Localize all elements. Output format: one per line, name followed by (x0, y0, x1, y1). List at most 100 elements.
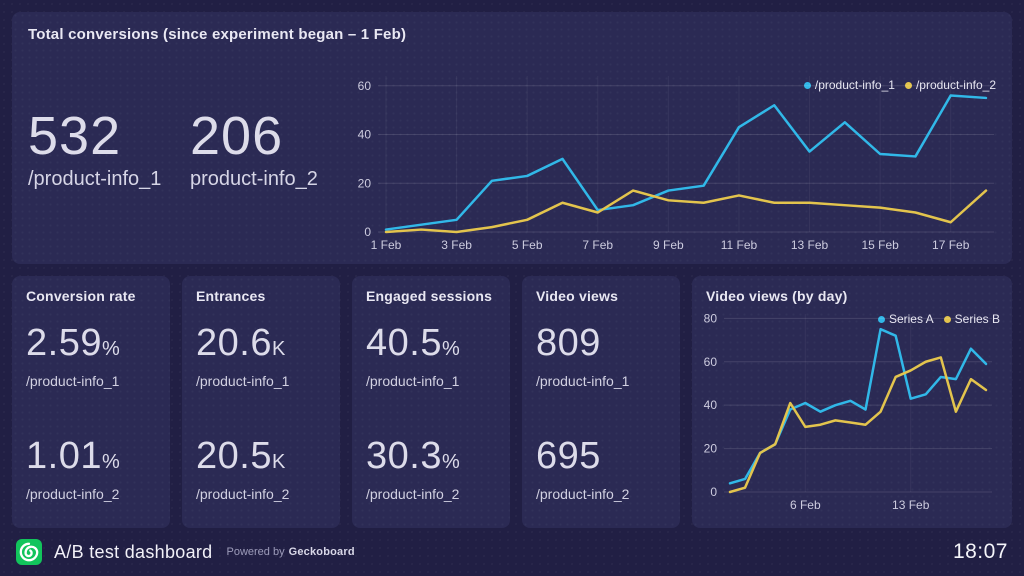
legend-label: Series A (888, 312, 934, 326)
stat-product-info-2: 695 /product-info_2 (536, 435, 629, 502)
stat-suffix: % (101, 338, 120, 360)
stat-label: /product-info_1 (26, 373, 120, 389)
y-axis-tick-label: 80 (704, 311, 718, 325)
total-conversions-panel: Total conversions (since experiment bega… (12, 12, 1012, 264)
x-axis-tick-label: 11 Feb (721, 238, 758, 252)
engaged-sessions-panel: Engaged sessions 40.5% /product-info_1 3… (352, 276, 510, 528)
legend-item: Series A (877, 312, 934, 326)
series-dot-icon (877, 315, 885, 323)
legend-label: /product-info_2 (915, 78, 996, 92)
stat-product-info-2: 206 product-info_2 (190, 108, 318, 191)
stat-product-info-1: 809 /product-info_1 (536, 322, 629, 389)
x-axis-tick-label: 15 Feb (861, 238, 899, 252)
stat-value: 809 (536, 322, 629, 370)
legend-label: Series B (954, 312, 1000, 326)
panel-title: Engaged sessions (366, 288, 493, 304)
chart-legend: Series A Series B (877, 312, 1000, 326)
panel-title: Entrances (196, 288, 266, 304)
stat-product-info-2: 1.01% /product-info_2 (26, 435, 120, 502)
stat-number: 695 (536, 435, 601, 477)
stat-product-info-1: 20.6K /product-info_1 (196, 322, 289, 389)
x-axis-tick-label: 13 Feb (791, 238, 829, 252)
stat-value: 30.3% (366, 435, 460, 483)
series-line-Series-A (728, 327, 988, 485)
series-line-product-info_1 (384, 94, 988, 231)
stat-value: 695 (536, 435, 629, 483)
stat-label: /product-info_2 (196, 486, 290, 502)
stat-label: /product-info_1 (28, 168, 162, 190)
stat-value: 1.01% (26, 435, 120, 483)
y-axis-tick-label: 40 (358, 128, 372, 142)
video-views-by-day-panel: Video views (by day) Series A Series B 6 … (692, 276, 1012, 528)
y-axis-tick-label: 40 (704, 398, 718, 412)
stat-label: /product-info_2 (366, 486, 460, 502)
stat-product-info-2: 30.3% /product-info_2 (366, 435, 460, 502)
powered-by-label: Powered by (226, 546, 285, 558)
dashboard-title: A/B test dashboard (54, 541, 213, 562)
geckoboard-logo-icon (16, 539, 42, 565)
video-views-by-day-chart: 6 Feb 13 Feb 0 20 40 60 80 (704, 311, 992, 512)
x-axis-tick-label: 1 Feb (371, 238, 402, 252)
series-dot-icon (803, 81, 811, 89)
stat-value: 206 (190, 106, 284, 166)
chart-legend: /product-info_1/product-info_2 (803, 78, 996, 92)
clock: 18:07 (952, 540, 1008, 563)
stat-number: 20.6 (196, 322, 272, 364)
entrances-panel: Entrances 20.6K /product-info_1 20.5K /p… (182, 276, 340, 528)
legend-item: /product-info_2 (904, 78, 996, 92)
stat-product-info-2: 20.5K /product-info_2 (196, 435, 289, 502)
stat-number: 20.5 (196, 435, 272, 477)
x-axis-tick-label: 17 Feb (932, 238, 970, 252)
stat-suffix: K (271, 338, 286, 360)
y-axis-tick-label: 20 (704, 442, 718, 456)
series-line-product-info_2 (384, 189, 988, 234)
stat-label: /product-info_2 (536, 486, 630, 502)
panel-title: Conversion rate (26, 288, 136, 304)
stat-suffix: % (441, 451, 460, 473)
stat-value: 40.5% (366, 322, 460, 370)
panel-title: Video views (by day) (706, 288, 848, 304)
y-axis-tick-label: 60 (358, 79, 372, 93)
brand-label: Geckoboard (288, 546, 355, 558)
stat-number: 2.59 (26, 322, 102, 364)
x-axis-tick-label: 13 Feb (892, 498, 930, 512)
total-conversions-chart: 1 Feb 3 Feb 5 Feb 7 Feb 9 Feb 11 Feb 13 Feb 15 … (358, 76, 994, 252)
stat-number: 30.3 (366, 435, 442, 477)
conversion-rate-panel: Conversion rate 2.59% /product-info_1 1.… (12, 276, 170, 528)
stat-value: 20.6K (196, 322, 289, 370)
series-dot-icon (943, 315, 951, 323)
legend-item: /product-info_1 (803, 78, 895, 92)
stat-value: 20.5K (196, 435, 289, 483)
stat-value: 532 (28, 106, 122, 166)
stat-label: /product-info_1 (536, 373, 630, 389)
stat-number: 40.5 (366, 322, 442, 364)
panel-title: Total conversions (since experiment bega… (28, 26, 407, 43)
stat-product-info-1: 2.59% /product-info_1 (26, 322, 120, 389)
stat-value: 2.59% (26, 322, 120, 370)
legend-label: /product-info_1 (814, 78, 895, 92)
series-dot-icon (904, 81, 912, 89)
logo-spiral (19, 542, 39, 562)
y-axis-tick-label: 60 (704, 355, 718, 369)
stat-suffix: % (101, 451, 120, 473)
y-axis-tick-label: 0 (710, 485, 717, 499)
stat-label: /product-info_1 (366, 373, 460, 389)
stat-suffix: K (271, 451, 286, 473)
video-views-panel: Video views 809 /product-info_1 695 /pro… (522, 276, 680, 528)
x-axis-tick-label: 7 Feb (582, 238, 613, 252)
y-axis-tick-label: 0 (364, 225, 371, 239)
footer-bar: A/B test dashboard Powered by Geckoboard… (0, 528, 1024, 576)
x-axis-tick-label: 9 Feb (653, 238, 684, 252)
y-axis-tick-label: 20 (358, 176, 372, 190)
panel-title: Video views (536, 288, 619, 304)
stat-number: 809 (536, 322, 601, 364)
x-axis-tick-label: 6 Feb (790, 498, 821, 512)
legend-item: Series B (943, 312, 1000, 326)
stat-suffix: % (441, 338, 460, 360)
stat-product-info-1: 532 /product-info_1 (28, 108, 161, 191)
stat-label: /product-info_2 (26, 486, 120, 502)
x-axis-tick-label: 3 Feb (441, 238, 472, 252)
stat-label: /product-info_1 (196, 373, 290, 389)
stat-product-info-1: 40.5% /product-info_1 (366, 322, 460, 389)
